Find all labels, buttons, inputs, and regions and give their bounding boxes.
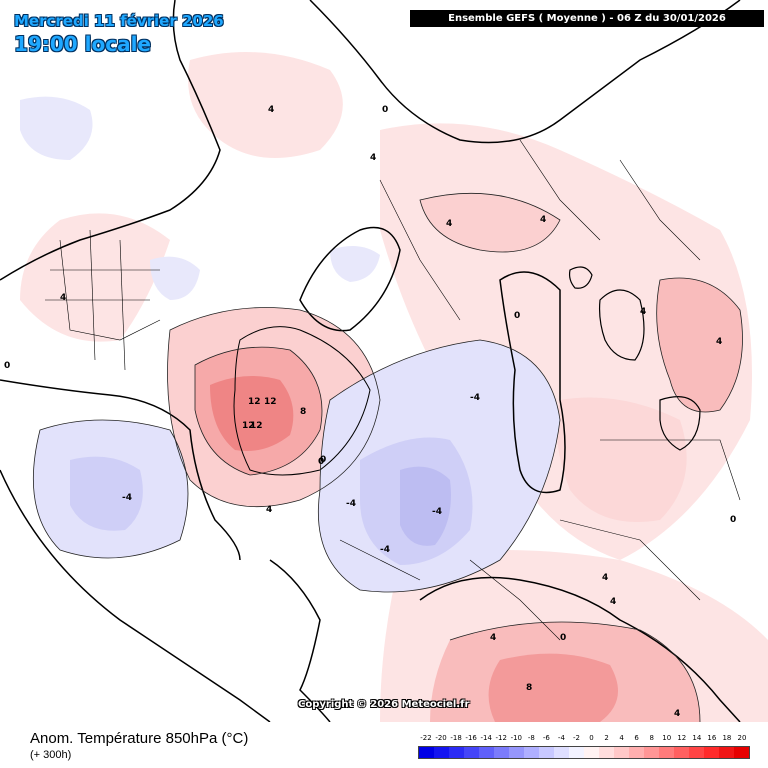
contour-label: 0: [4, 361, 10, 371]
map-canvas: 12 12 12 12 8 4 4 4 4 4 4 4 4 4 0 0 0 0 …: [0, 0, 768, 722]
contour-label: 0: [514, 311, 520, 321]
legend-swatch: [644, 747, 659, 758]
contour-label: 4: [640, 307, 646, 317]
legend-label: 16: [707, 734, 717, 742]
forecast-date: Mercredi 11 février 2026: [14, 12, 224, 30]
legend-swatch: [554, 747, 569, 758]
legend-swatch: [734, 747, 749, 758]
contour-label: 4: [370, 153, 376, 163]
borders: [45, 139, 741, 641]
model-run-banner: Ensemble GEFS ( Moyenne ) - 06 Z du 30/0…: [410, 10, 764, 27]
legend-swatch: [509, 747, 524, 758]
legend-color-bar: [418, 746, 750, 759]
legend-swatch: [524, 747, 539, 758]
legend-swatch: [464, 747, 479, 758]
contour-label: 4: [446, 219, 452, 229]
contour-label: -4: [470, 393, 480, 403]
map-variable-title: Anom. Température 850hPa (°C): [30, 730, 249, 747]
legend-label: 4: [619, 734, 624, 742]
legend-label: 8: [649, 734, 654, 742]
contour-label: 0: [382, 105, 388, 115]
contour-label: -4: [346, 499, 356, 509]
contour-label: 4: [490, 633, 496, 643]
contour-label: 4: [60, 293, 66, 303]
legend-label: -10: [510, 734, 522, 742]
legend-swatch: [539, 747, 554, 758]
legend-swatch: [599, 747, 614, 758]
legend-swatch: [494, 747, 509, 758]
legend-label: 2: [604, 734, 609, 742]
legend-swatch: [629, 747, 644, 758]
legend-label: 12: [677, 734, 687, 742]
anomaly-map: 12 12 12 12 8 4 4 4 4 4 4 4 4 4 0 0 0 0 …: [0, 0, 768, 722]
legend-label: -6: [542, 734, 550, 742]
contour-label: 12: [248, 397, 261, 407]
contour-label: 4: [610, 597, 616, 607]
legend-swatch: [419, 747, 434, 758]
legend-swatch: [434, 747, 449, 758]
contour-label: 4: [716, 337, 722, 347]
contour-label: 0: [730, 515, 736, 525]
legend-swatch: [674, 747, 689, 758]
copyright-notice: Copyright © 2026 Meteociel.fr: [298, 699, 470, 710]
legend-label: 14: [692, 734, 702, 742]
legend-swatch: [569, 747, 584, 758]
contour-label: 4: [602, 573, 608, 583]
legend-label: -8: [527, 734, 535, 742]
contour-label: 4: [266, 505, 272, 515]
contour-label: 0: [560, 633, 566, 643]
contour-label: 4: [540, 215, 546, 225]
legend-label: -16: [465, 734, 477, 742]
legend-label: -18: [450, 734, 462, 742]
contour-label: 8: [526, 683, 532, 693]
legend-labels: -22 -20 -18 -16 -14 -12 -10 -8 -6 -4 -2 0 2 4 6 8 10 12 14…: [418, 734, 750, 745]
anomaly-contours: [32, 192, 743, 722]
legend-swatch: [584, 747, 599, 758]
legend-label: 10: [662, 734, 672, 742]
coastlines: [0, 0, 741, 722]
legend-swatch: [614, 747, 629, 758]
legend-swatch: [479, 747, 494, 758]
contour-label: 12: [242, 421, 255, 431]
contour-label: 0: [318, 457, 324, 467]
contour-label: -4: [432, 507, 442, 517]
legend-swatch: [704, 747, 719, 758]
contour-label: 8: [300, 407, 306, 417]
legend-label: -22: [420, 734, 432, 742]
legend-swatch: [689, 747, 704, 758]
contour-label: 0: [320, 455, 326, 465]
contour-label: -4: [122, 493, 132, 503]
color-scale-legend: -22 -20 -18 -16 -14 -12 -10 -8 -6 -4 -2 0 2 4 6 8 10 12 14…: [418, 734, 750, 764]
legend-label: 0: [589, 734, 594, 742]
legend-label: 20: [737, 734, 747, 742]
contour-value-labels: 12 12 12 12 8 4 4 4 4 4 4 4 4 4 0 0 0 0 …: [4, 105, 736, 719]
legend-label: -2: [572, 734, 580, 742]
legend-swatch: [719, 747, 734, 758]
contour-label: 4: [674, 709, 680, 719]
cold-anomaly-areas: [20, 96, 560, 592]
contour-label: 12: [264, 397, 277, 407]
legend-label: 6: [634, 734, 639, 742]
legend-swatch: [449, 747, 464, 758]
legend-label: -12: [495, 734, 507, 742]
contour-label: 4: [268, 105, 274, 115]
contour-label: -4: [380, 545, 390, 555]
legend-label: -20: [435, 734, 447, 742]
warm-anomaly-areas: [20, 52, 768, 722]
forecast-lead-time: (+ 300h): [30, 749, 72, 761]
legend-label: -14: [480, 734, 492, 742]
legend-swatch: [659, 747, 674, 758]
legend-label: 18: [722, 734, 732, 742]
forecast-time: 19:00 locale: [14, 32, 151, 56]
contour-label: 12: [250, 421, 263, 431]
legend-label: -4: [557, 734, 565, 742]
